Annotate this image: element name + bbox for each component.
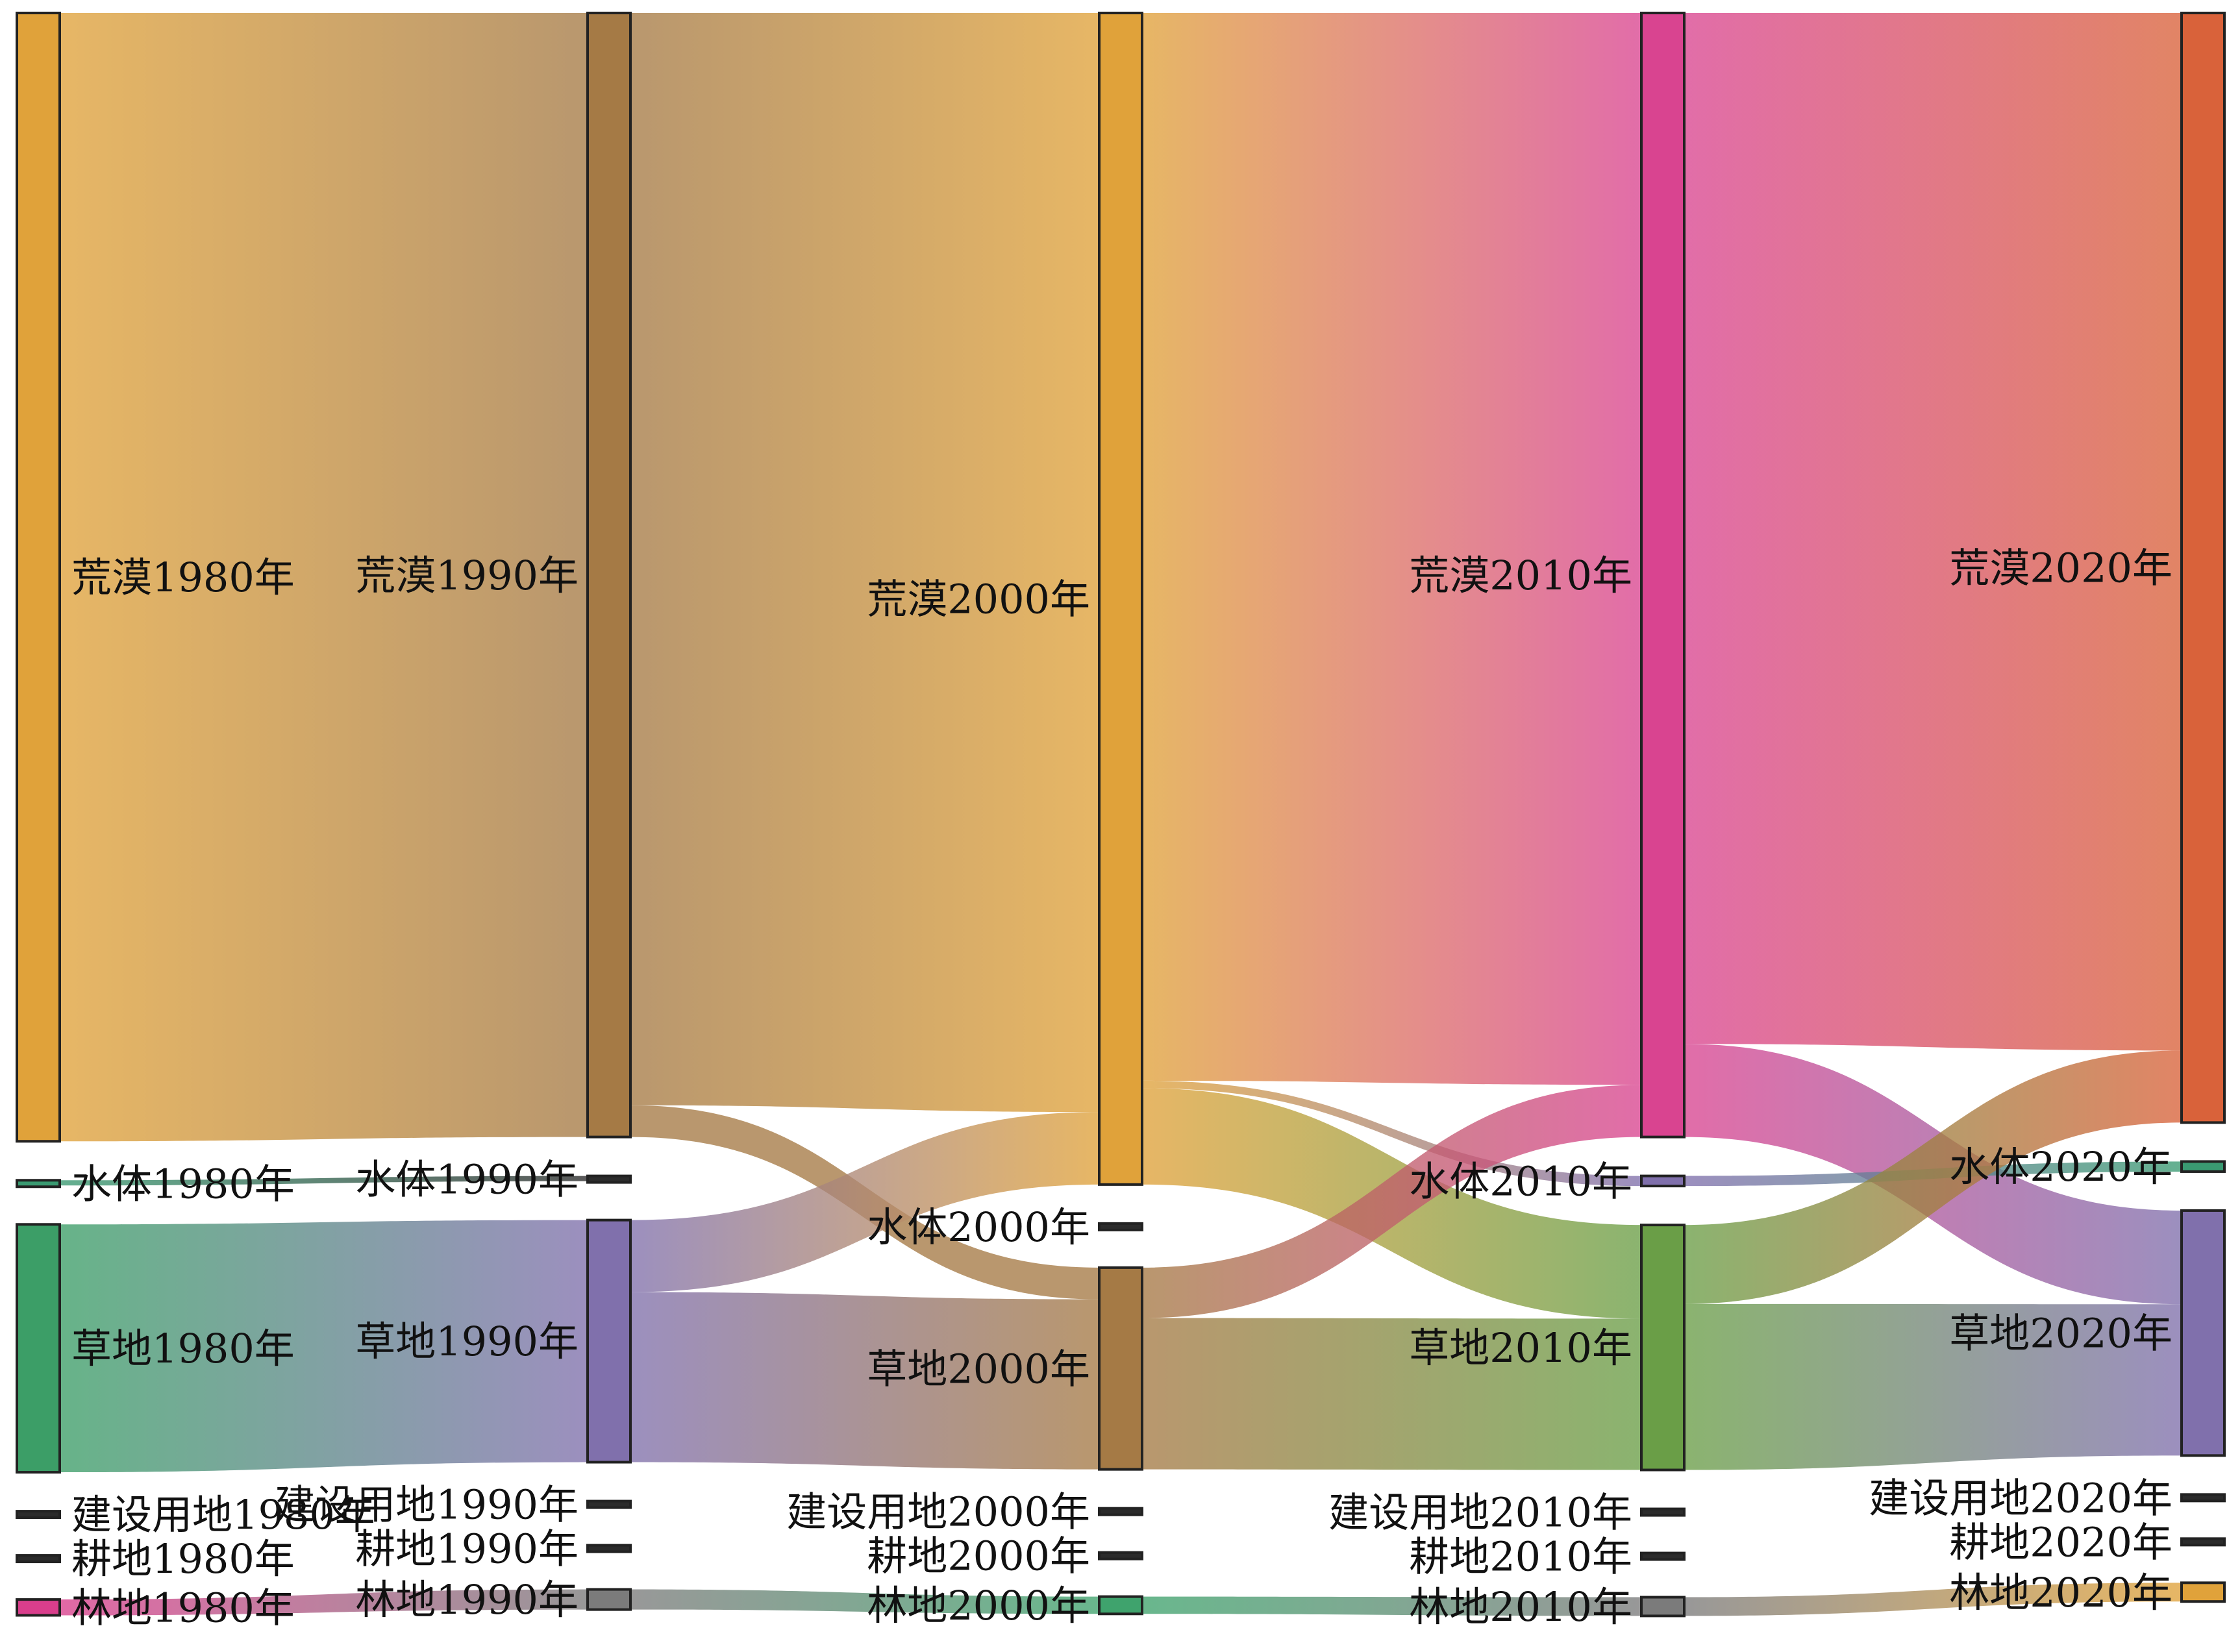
label-grass_2010: 草地2010年 — [1409, 1324, 1632, 1372]
node-desert_2000 — [1098, 12, 1143, 1186]
link-grass_1990-to-desert_2000 — [630, 1112, 1099, 1292]
label-water_2020: 水体2020年 — [1949, 1143, 2172, 1190]
label-desert_2020: 荒漠2020年 — [1949, 545, 2172, 592]
node-water_2020 — [2180, 1160, 2226, 1173]
node-forest_1980 — [16, 1598, 61, 1617]
node-water_1990 — [586, 1174, 632, 1184]
label-forest_2010: 林地2010年 — [1409, 1583, 1632, 1631]
node-built_1990 — [586, 1499, 632, 1509]
link-grass_2000-to-desert_2010 — [1142, 1085, 1641, 1318]
node-farm_1980 — [16, 1554, 61, 1564]
label-farm_1980: 耕地1980年 — [71, 1535, 295, 1583]
node-forest_1990 — [586, 1588, 632, 1611]
label-desert_1990: 荒漠1990年 — [355, 552, 579, 599]
links-layer — [60, 13, 2182, 1616]
node-desert_2010 — [1640, 12, 1686, 1139]
link-forest_1990-to-forest_2000 — [630, 1589, 1099, 1614]
label-forest_1990: 林地1990年 — [355, 1576, 579, 1623]
link-desert_1990-to-desert_2000 — [630, 13, 1099, 1113]
label-grass_2000: 草地2000年 — [867, 1345, 1090, 1392]
node-built_2000 — [1098, 1507, 1143, 1516]
label-forest_2020: 林地2020年 — [1949, 1569, 2172, 1616]
node-desert_1980 — [16, 12, 61, 1143]
label-built_2000: 建设用地2000年 — [786, 1488, 1090, 1536]
link-forest_2010-to-forest_2020 — [1684, 1583, 2182, 1616]
link-grass_2010-to-desert_2020 — [1684, 1050, 2182, 1304]
label-water_1990: 水体1990年 — [355, 1156, 579, 1203]
label-forest_2000: 林地2000年 — [867, 1582, 1090, 1629]
node-built_1980 — [16, 1510, 61, 1520]
nodes-layer — [16, 12, 2226, 1618]
label-built_2020: 建设用地2020年 — [1869, 1474, 2172, 1522]
labels-layer: 荒漠1980年水体1980年草地1980年建设用地1980年耕地1980年林地1… — [71, 545, 2172, 1632]
node-farm_1990 — [586, 1544, 632, 1553]
node-farm_2020 — [2180, 1537, 2226, 1547]
link-forest_2000-to-forest_2010 — [1142, 1596, 1641, 1616]
label-grass_2020: 草地2020年 — [1949, 1310, 2172, 1357]
label-water_1980: 水体1980年 — [71, 1160, 295, 1207]
label-farm_2010: 耕地2010年 — [1409, 1533, 1632, 1581]
link-grass_2000-to-grass_2010 — [1142, 1318, 1641, 1470]
link-desert_2010-to-desert_2020 — [1684, 13, 2182, 1051]
node-farm_2000 — [1098, 1551, 1143, 1560]
label-farm_2000: 耕地2000年 — [867, 1533, 1090, 1580]
link-grass_1980-to-grass_1990 — [60, 1220, 588, 1473]
node-grass_1990 — [586, 1218, 632, 1464]
node-farm_2010 — [1640, 1551, 1686, 1561]
label-forest_1980: 林地1980年 — [71, 1584, 295, 1631]
label-built_1990: 建设用地1990年 — [275, 1481, 579, 1529]
node-grass_1980 — [16, 1223, 61, 1474]
label-grass_1980: 草地1980年 — [71, 1325, 295, 1372]
node-water_1980 — [16, 1179, 61, 1189]
label-built_1980: 建设用地1980年 — [71, 1491, 375, 1538]
node-built_2020 — [2180, 1493, 2226, 1503]
label-farm_1990: 耕地1990年 — [355, 1525, 579, 1573]
label-desert_2010: 荒漠2010年 — [1409, 552, 1632, 599]
node-water_2010 — [1640, 1174, 1686, 1188]
node-forest_2020 — [2180, 1581, 2226, 1603]
link-forest_1980-to-forest_1990 — [60, 1589, 588, 1616]
node-forest_2000 — [1098, 1595, 1143, 1616]
node-desert_1990 — [586, 12, 632, 1139]
node-water_2000 — [1098, 1222, 1143, 1231]
link-desert_2000-to-desert_2010 — [1142, 13, 1641, 1085]
node-built_2010 — [1640, 1507, 1686, 1517]
node-desert_2020 — [2180, 12, 2226, 1124]
label-grass_1990: 草地1990年 — [355, 1318, 579, 1365]
node-grass_2010 — [1640, 1224, 1686, 1472]
link-desert_2000-to-water_2010 — [1142, 1080, 1641, 1187]
label-desert_1980: 荒漠1980年 — [71, 554, 295, 601]
node-forest_2010 — [1640, 1596, 1686, 1618]
link-water_1980-to-water_1990 — [60, 1176, 588, 1186]
node-grass_2000 — [1098, 1266, 1143, 1471]
link-grass_2010-to-grass_2020 — [1684, 1303, 2182, 1470]
label-desert_2000: 荒漠2000年 — [867, 575, 1090, 623]
link-grass_1990-to-grass_2000 — [630, 1292, 1099, 1470]
label-built_2010: 建设用地2010年 — [1328, 1489, 1632, 1536]
link-desert_1980-to-desert_1990 — [60, 13, 588, 1142]
label-farm_2020: 耕地2020年 — [1949, 1518, 2172, 1566]
node-grass_2020 — [2180, 1209, 2226, 1457]
label-water_2010: 水体2010年 — [1409, 1157, 1632, 1205]
label-water_2000: 水体2000年 — [867, 1203, 1090, 1251]
